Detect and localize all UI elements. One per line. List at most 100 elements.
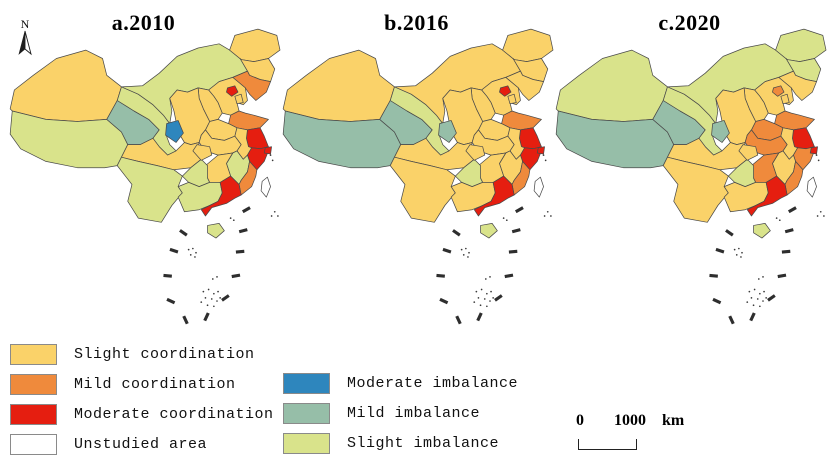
province-jiangsu: [519, 127, 542, 150]
province-taiwan: [260, 176, 271, 198]
province-chongqing: [192, 144, 213, 161]
province-tianjin: [507, 93, 517, 105]
nine-dash-line-segment: [455, 315, 462, 325]
legend-item-mild_coordination: Mild coordination: [10, 374, 274, 395]
nine-dash-line-segment: [169, 247, 179, 254]
map-china-2016: [282, 28, 554, 325]
island-dot: [460, 248, 463, 251]
province-yunnan: [116, 156, 183, 223]
province-ningxia: [438, 120, 457, 143]
island-dot: [759, 292, 761, 295]
north-arrow: N: [12, 18, 38, 61]
island-dot: [765, 297, 767, 299]
legend-item-slight_coordination: Slight coordination: [10, 344, 274, 365]
north-arrow-icon: [18, 30, 32, 56]
island-dot: [815, 154, 818, 156]
nine-dash-line-segment: [508, 249, 518, 254]
island-dot: [211, 278, 214, 280]
nine-dash-line-segment: [235, 249, 245, 254]
island-dot: [490, 290, 492, 293]
island-dot: [750, 297, 753, 299]
island-dot: [762, 300, 764, 302]
nine-dash-line-segment: [241, 206, 251, 214]
island-dot: [505, 219, 508, 222]
island-dot: [475, 290, 478, 293]
island-dot: [273, 210, 276, 213]
island-dot: [502, 217, 505, 219]
island-dot: [546, 210, 549, 213]
island-dot: [543, 215, 546, 217]
island-dot: [484, 278, 487, 280]
island-dot: [762, 276, 764, 278]
island-dot: [270, 215, 273, 217]
island-dot: [468, 251, 470, 254]
island-dot: [480, 288, 483, 291]
island-dot: [477, 297, 480, 299]
map-title-2020: c.2020: [658, 10, 721, 35]
legend-item-moderate_coordination: Moderate coordination: [10, 404, 274, 425]
island-dot: [823, 215, 825, 217]
province-hainan: [753, 222, 771, 239]
nine-dash-line-segment: [725, 229, 734, 237]
island-dot: [748, 290, 751, 293]
province-beijing: [499, 85, 512, 97]
province-chongqing: [465, 144, 486, 161]
island-dot: [210, 298, 213, 300]
nine-dash-line-segment: [728, 315, 735, 325]
nine-dash-line-segment: [749, 312, 756, 322]
island-dot: [207, 288, 210, 291]
island-dot: [778, 219, 781, 222]
province-xinjiang: [9, 49, 122, 122]
scale-start-label: 0: [576, 412, 584, 429]
nine-dash-line-segment: [452, 229, 461, 237]
nine-dash-line-segment: [203, 312, 210, 322]
nine-dash-line-segment: [494, 294, 503, 302]
island-dot: [756, 298, 759, 300]
island-dot: [195, 251, 197, 254]
legend-label: Slight imbalance: [347, 435, 500, 452]
nine-dash-line-segment: [436, 273, 445, 278]
province-guangxi: [177, 182, 223, 213]
nine-dash-line-segment: [787, 206, 797, 214]
island-dot: [492, 297, 494, 299]
island-dot: [206, 304, 209, 307]
province-beijing: [226, 85, 239, 97]
province-jiangsu: [246, 127, 269, 150]
island-dot: [489, 276, 491, 278]
island-dot: [473, 301, 476, 303]
island-dot: [232, 219, 235, 222]
province-guangxi: [450, 182, 496, 213]
island-dot: [189, 254, 192, 256]
island-dot: [816, 215, 819, 217]
island-dot: [219, 297, 221, 299]
map-title-2016: b.2016: [384, 10, 449, 35]
north-label: N: [20, 17, 30, 31]
province-xinjiang: [282, 49, 395, 122]
island-dot: [483, 298, 486, 300]
province-taiwan: [533, 176, 544, 198]
nine-dash-line-segment: [777, 273, 787, 279]
nine-dash-line-segment: [511, 228, 521, 234]
island-dot: [775, 217, 778, 219]
province-shanghai: [536, 146, 545, 155]
island-dot: [271, 159, 274, 162]
legend-column-coordination: Slight coordination Mild coordination Mode…: [10, 344, 274, 464]
scale-end-label: 1000: [614, 412, 646, 429]
island-dot: [740, 256, 742, 258]
island-dot: [741, 251, 743, 254]
legend-item-unstudied: Unstudied area: [10, 434, 274, 455]
nine-dash-line-segment: [238, 228, 248, 234]
province-hainan: [207, 222, 225, 239]
legend-label: Moderate coordination: [74, 406, 274, 423]
scale-unit-label: km: [662, 412, 685, 429]
nine-dash-line-segment: [221, 294, 230, 302]
legend-column-imbalance: Moderate imbalance Mild imbalance Slight i…: [283, 373, 518, 463]
legend-label: Unstudied area: [74, 436, 208, 453]
island-dot: [192, 247, 194, 250]
island-dot: [753, 288, 756, 291]
island-dot: [277, 215, 279, 217]
island-dot: [733, 248, 736, 251]
province-guangdong: [473, 175, 515, 217]
legend-swatch-slight_coordination: [10, 344, 57, 365]
legend-label: Mild imbalance: [347, 405, 481, 422]
